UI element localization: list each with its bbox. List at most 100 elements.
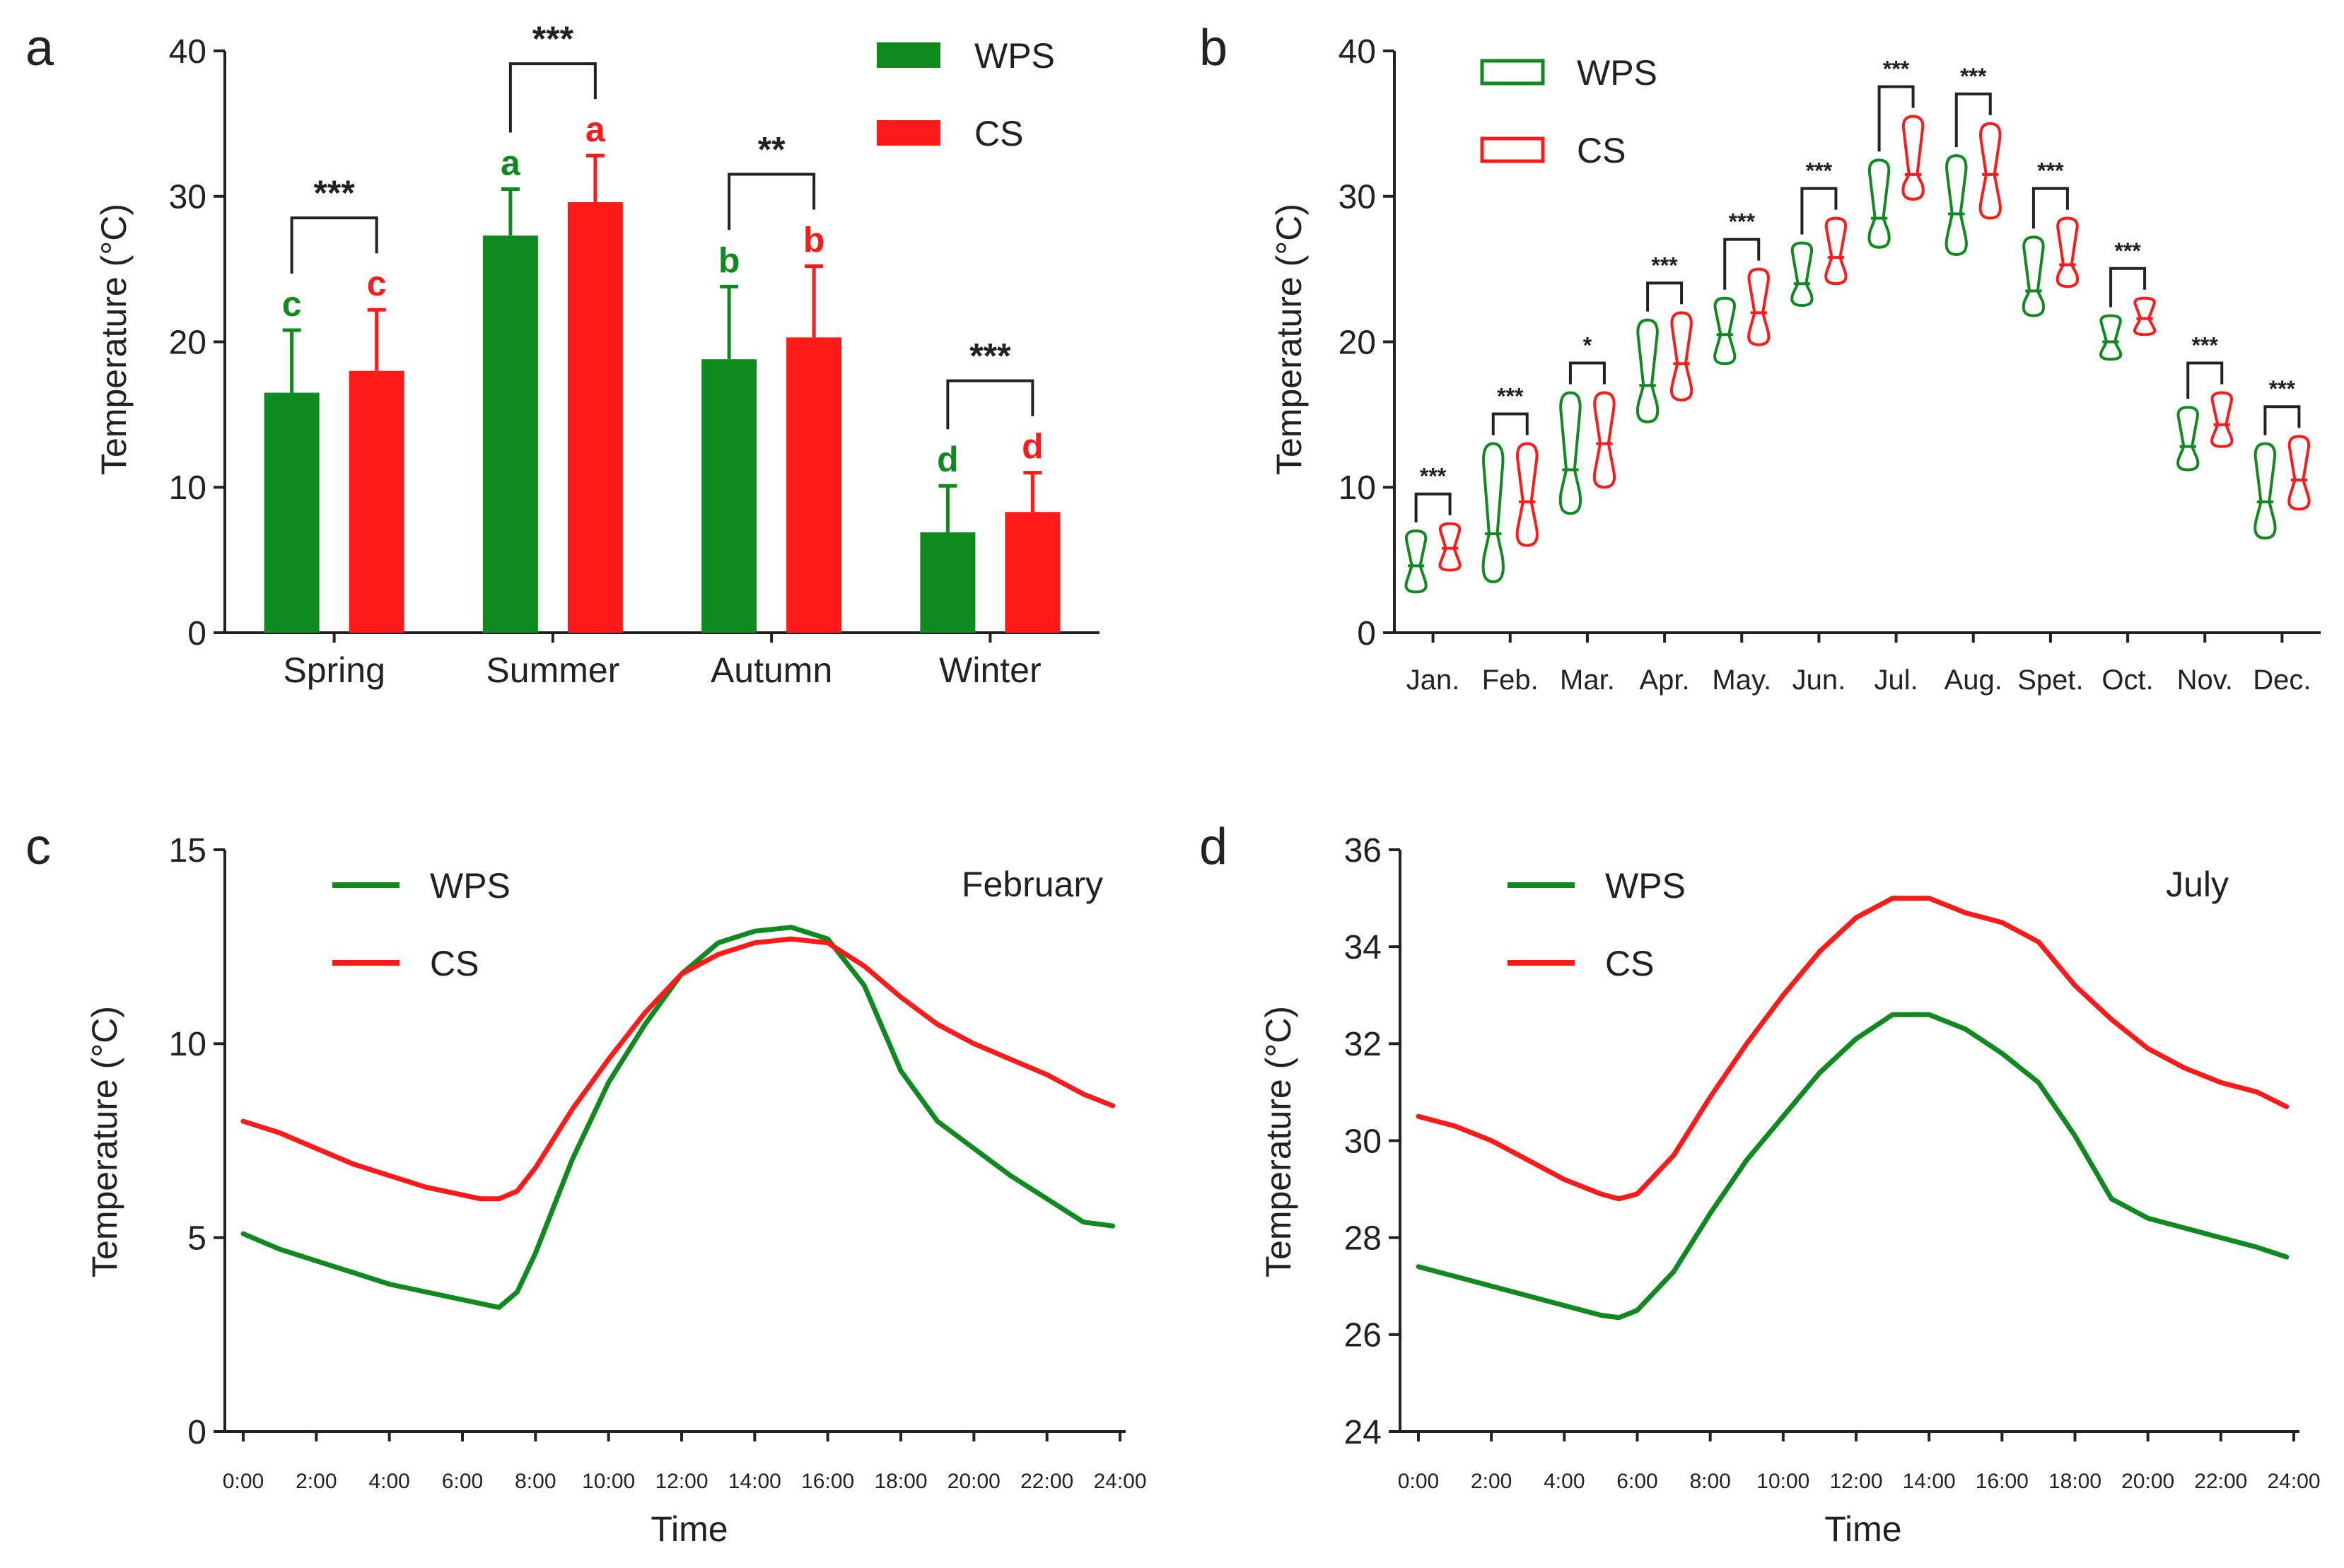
x-tick-label: 10:00 [582,1470,635,1493]
legend-wps-label: WPS [430,866,511,906]
legend-cs-label: CS [1605,944,1654,983]
violin-cs [2133,296,2157,337]
legend-wps-label: WPS [1605,866,1686,906]
significance-letter-wps: d [937,440,959,479]
x-tick-label: 6:00 [442,1470,483,1493]
significance-stars: ** [758,130,786,170]
panel-c-ylabel: Temperature (°C) [85,1006,124,1277]
x-tick-label: Feb. [1482,665,1539,696]
x-tick-label: 24:00 [1093,1470,1146,1493]
violin-cs [1438,522,1462,572]
panel-b-legend: WPS CS [1480,53,1657,170]
significance-bracket [1414,492,1452,522]
significance-letter-cs: b [803,221,825,260]
x-tick-label: 10:00 [1756,1470,1809,1493]
y-tick-label: 10 [169,1026,206,1063]
significance-stars: *** [1806,158,1833,184]
x-tick-label: 0:00 [223,1470,264,1493]
panel-c: c Temperature (°C) Time February 0510150… [25,819,1147,1549]
panel-d: d Temperature (°C) Time July 24 26 28 30 32 3… [1199,819,2321,1549]
x-tick-label: 20:00 [2121,1470,2174,1493]
significance-stars: *** [2037,158,2064,184]
x-tick-label: 6:00 [1616,1470,1657,1493]
y-tick-label: 24 [1344,1414,1382,1451]
violin-wps [1867,158,1891,249]
violin-cs [1747,267,1771,346]
panel-b-ylabel: Temperature (°C) [1269,204,1309,475]
significance-stars: *** [532,19,574,59]
panel-b-label: b [1199,20,1228,76]
violin-cs [1592,391,1616,489]
x-tick-label: 18:00 [874,1470,927,1493]
x-tick-label: Apr. [1640,665,1690,696]
significance-bracket [1491,412,1529,435]
significance-stars: *** [1420,464,1447,489]
significance-letter-cs: a [585,110,606,149]
x-tick-label: May. [1712,665,1771,696]
violin-cs [1978,122,2002,220]
legend-cs-label: CS [430,944,479,983]
significance-bracket [946,379,1034,430]
significance-bracket [290,216,378,274]
y-tick-label: 10 [1339,469,1376,507]
bar-cs [786,337,842,633]
x-tick-label: 12:00 [655,1470,708,1493]
legend-cs-label: CS [1577,131,1626,170]
y-tick-label: 0 [187,1414,206,1451]
y-tick-label: 26 [1344,1317,1382,1355]
violin-wps [2253,442,2277,540]
x-tick-label: Winter [939,650,1041,690]
x-tick-label: Summer [486,650,619,690]
significance-bracket [1646,281,1684,312]
x-tick-label: 8:00 [1689,1470,1730,1493]
x-tick-label: Jun. [1792,665,1846,696]
violin-cs [1669,311,1693,402]
significance-bracket [1877,85,1915,152]
series-line-cs [1416,896,2290,1202]
legend-cs-swatch [1480,136,1545,163]
panel-a-label: a [25,20,54,76]
x-tick-label: 16:00 [801,1470,854,1493]
significance-letter-cs: d [1022,427,1044,467]
violin-wps [1404,529,1428,594]
x-tick-label: 24:00 [2267,1470,2320,1493]
legend-wps-label: WPS [1577,53,1657,93]
panel-d-legend: WPS CS [1508,866,1686,983]
significance-stars: *** [969,337,1011,376]
x-tick-label: Spet. [2017,665,2083,696]
y-tick-label: 30 [1344,1123,1382,1160]
legend-wps-swatch [1480,59,1545,86]
violin-cs [2056,216,2080,288]
significance-stars: *** [1883,57,1910,82]
x-tick-label: Nov. [2177,665,2233,696]
x-tick-label: 22:00 [1020,1470,1073,1493]
y-tick-label: 40 [1339,33,1376,71]
bar-wps [701,359,757,633]
y-tick-label: 32 [1344,1026,1382,1063]
violin-cs [2287,435,2311,511]
y-tick-label: 10 [169,469,206,507]
x-tick-label: 2:00 [296,1470,337,1493]
y-tick-label: 30 [169,179,206,216]
legend-wps-label: WPS [974,36,1055,76]
x-tick-label: 4:00 [1544,1470,1585,1493]
significance-letter-wps: c [282,284,302,324]
significance-bracket [1954,92,1992,148]
violin-cs [2210,391,2234,448]
y-tick-label: 20 [1339,324,1376,361]
panel-c-legend: WPS CS [332,866,511,983]
x-tick-label: Mar. [1560,665,1615,696]
x-tick-label: 14:00 [1903,1470,1956,1493]
x-tick-label: 14:00 [728,1470,781,1493]
legend-cs-label: CS [974,114,1023,153]
violin-wps [1713,296,1737,365]
panel-b-plot-area: 0 10 20 30 40 Jan. *** Feb. *** Mar. * Apr. *** May. *… [1339,33,2321,696]
bar-wps [920,532,976,633]
x-tick-label: 2:00 [1471,1470,1512,1493]
panel-d-xlabel: Time [1824,1509,1901,1549]
y-tick-label: 5 [187,1219,206,1257]
x-tick-label: 0:00 [1398,1470,1439,1493]
violin-cs [1824,216,1848,286]
x-tick-label: 22:00 [2194,1470,2247,1493]
bar-wps [264,392,320,633]
